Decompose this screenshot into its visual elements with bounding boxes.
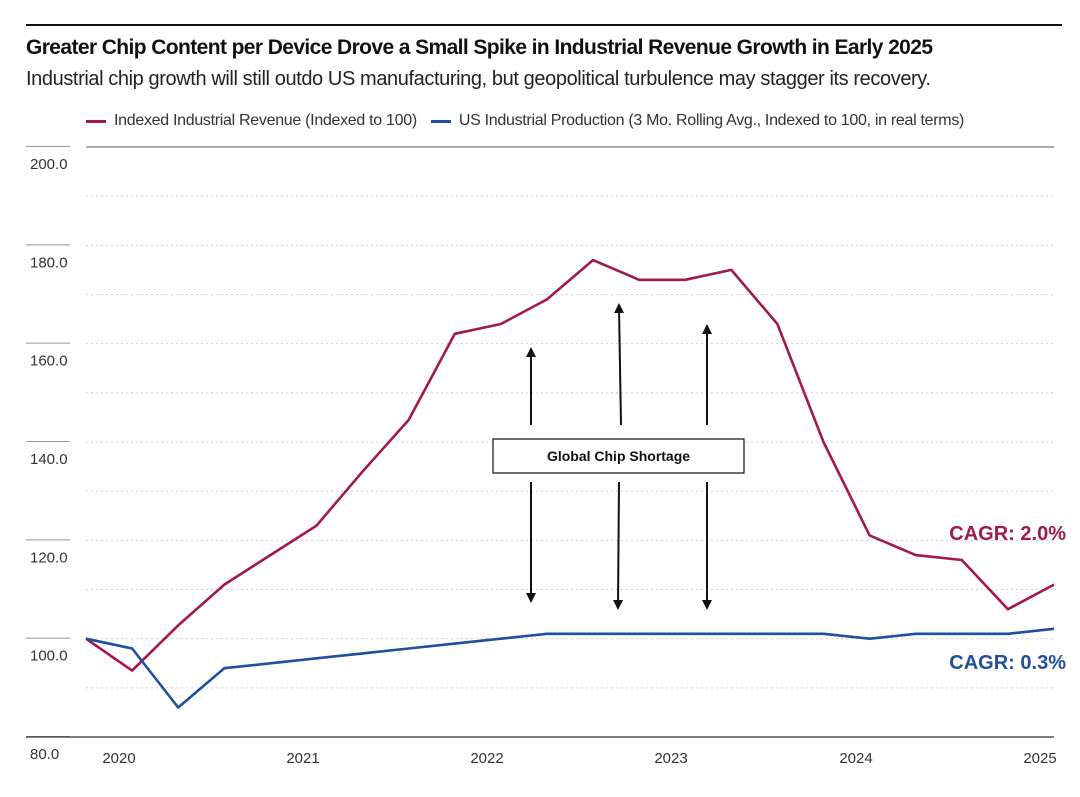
y-tick-label: 160.0 [30, 353, 68, 370]
x-tick-label: 2023 [654, 750, 687, 767]
series-line-revenue [85, 258, 1055, 672]
legend-swatch-production [430, 119, 451, 123]
x-tick-label: 2020 [102, 750, 135, 767]
legend-label-production: US Industrial Production (3 Mo. Rolling … [458, 112, 965, 129]
annotation-arrow [614, 303, 625, 426]
chart-subtitle: Industrial chip growth will still outdo … [26, 68, 931, 90]
annotation-box-label: Global Chip Shortage [547, 448, 690, 464]
annotation-arrow [613, 481, 624, 610]
legend: Indexed Industrial Revenue (Indexed to 1… [86, 112, 978, 130]
cagr-label-revenue: CAGR: 2.0% [949, 523, 1066, 545]
series-line-production [85, 627, 1055, 709]
top-rule [26, 24, 1062, 26]
x-tick-label: 2025 [1023, 750, 1056, 767]
y-tick-label: 80.0 [30, 746, 59, 763]
y-tick-label: 200.0 [30, 156, 68, 173]
x-tick-label: 2022 [470, 750, 503, 767]
y-tick-label: 100.0 [30, 648, 68, 665]
chart-title: Greater Chip Content per Device Drove a … [26, 36, 933, 59]
x-tick-label: 2021 [286, 750, 319, 767]
cagr-label-production: CAGR: 0.3% [949, 652, 1066, 674]
y-tick-label: 180.0 [30, 254, 68, 271]
x-tick-label: 2024 [839, 750, 872, 767]
y-tick-label: 140.0 [30, 451, 68, 468]
legend-swatch-revenue [86, 119, 106, 123]
legend-item-production: US Industrial Production (3 Mo. Rolling … [430, 112, 965, 130]
legend-label-revenue: Indexed Industrial Revenue (Indexed to 1… [114, 112, 417, 129]
legend-item-revenue: Indexed Industrial Revenue (Indexed to 1… [86, 112, 417, 130]
annotation-box [492, 438, 745, 474]
y-tick-label: 120.0 [30, 549, 68, 566]
